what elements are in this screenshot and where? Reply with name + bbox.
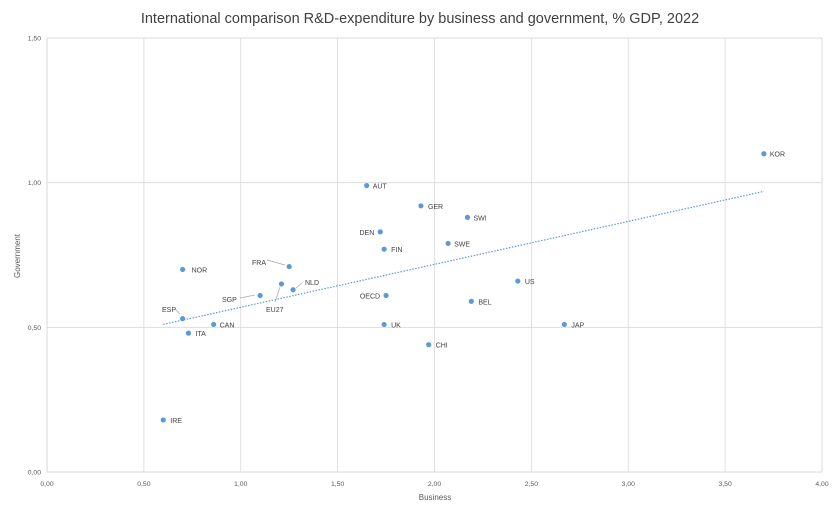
data-point-layer bbox=[160, 151, 767, 423]
tick-label-layer: 0,00 0,50 1,00 1,50 2,00 2,50 3,00 3,50 4,00 0,00… bbox=[28, 36, 829, 489]
data-point-can bbox=[211, 321, 217, 328]
point-label-kor: KOR bbox=[770, 152, 785, 159]
point-label-nor: NOR bbox=[192, 267, 208, 274]
data-point-us bbox=[515, 278, 521, 284]
leader-line-nld bbox=[295, 282, 303, 289]
point-label-ire: IRE bbox=[170, 418, 182, 425]
leader-line-sgp bbox=[239, 294, 256, 299]
point-label-sgp: SGP bbox=[222, 297, 237, 304]
data-point-uk bbox=[381, 321, 387, 328]
data-point-oecd bbox=[383, 292, 389, 299]
point-label-fin: FIN bbox=[391, 247, 402, 254]
chart-title: International comparison R&D-expenditure… bbox=[141, 11, 699, 27]
data-point-ger bbox=[418, 203, 424, 209]
data-point-swi bbox=[464, 214, 471, 220]
data-point-ire bbox=[160, 417, 166, 423]
plot-area-border bbox=[46, 37, 823, 473]
data-point-aut bbox=[364, 182, 370, 189]
point-label-swi: SWI bbox=[473, 215, 486, 222]
point-label-bel: BEL bbox=[478, 299, 491, 306]
trendline bbox=[163, 190, 765, 326]
point-label-swe: SWE bbox=[454, 241, 470, 248]
data-point-eu27 bbox=[278, 281, 285, 287]
point-label-fra: FRA bbox=[252, 260, 266, 267]
data-point-chi bbox=[426, 342, 432, 348]
data-point-swe bbox=[445, 240, 451, 247]
y-tick-label: 1,00 bbox=[28, 180, 41, 187]
point-label-us: US bbox=[525, 279, 535, 286]
point-label-can: CAN bbox=[220, 322, 235, 329]
point-label-nld: NLD bbox=[305, 280, 319, 287]
data-point-sgp bbox=[257, 292, 263, 299]
point-label-aut: AUT bbox=[373, 184, 388, 191]
x-tick-label: 2,00 bbox=[428, 481, 441, 488]
point-label-ger: GER bbox=[428, 204, 443, 211]
point-label-eu27: EU27 bbox=[266, 307, 284, 314]
x-tick-label: 3,50 bbox=[719, 481, 732, 488]
data-point-kor bbox=[761, 151, 767, 157]
x-tick-label: 1,00 bbox=[234, 481, 247, 488]
leader-line-fra bbox=[266, 259, 286, 266]
point-label-ita: ITA bbox=[195, 331, 206, 338]
x-axis-title: Business bbox=[419, 493, 451, 502]
x-tick-label: 0,50 bbox=[137, 481, 150, 488]
y-tick-label: 1,50 bbox=[28, 36, 41, 43]
x-tick-label: 0,00 bbox=[40, 481, 53, 488]
data-point-jap bbox=[561, 321, 567, 328]
point-label-oecd: OECD bbox=[360, 294, 380, 301]
point-label-den: DEN bbox=[359, 230, 374, 237]
point-label-esp: ESP bbox=[162, 307, 176, 314]
grid-layer bbox=[46, 37, 823, 473]
point-label-jap: JAP bbox=[571, 322, 584, 329]
point-label-chi: CHI bbox=[436, 343, 448, 350]
data-point-den bbox=[377, 229, 383, 235]
trendline-layer bbox=[163, 190, 765, 326]
leader-line-esp bbox=[174, 308, 181, 315]
y-axis-title: Government bbox=[13, 233, 22, 278]
data-point-nld bbox=[290, 287, 296, 293]
point-label-uk: UK bbox=[391, 322, 401, 329]
x-tick-label: 2,50 bbox=[525, 481, 538, 488]
data-point-esp bbox=[180, 316, 186, 322]
point-label-layer: KOR AUT GER SWI DEN FIN SWE FRA NOR NLD EU27 SGP US O… bbox=[162, 152, 785, 425]
y-tick-label: 0,50 bbox=[28, 325, 41, 332]
data-point-ita bbox=[185, 330, 192, 336]
data-point-fra bbox=[286, 263, 292, 270]
leader-line-eu27 bbox=[274, 286, 281, 303]
data-point-bel bbox=[468, 298, 474, 304]
data-point-nor bbox=[180, 266, 186, 273]
x-tick-label: 4,00 bbox=[815, 481, 828, 488]
y-tick-label: 0,00 bbox=[28, 470, 41, 477]
x-tick-label: 1,50 bbox=[331, 481, 344, 488]
x-tick-label: 3,00 bbox=[622, 481, 635, 488]
data-point-fin bbox=[381, 246, 387, 252]
